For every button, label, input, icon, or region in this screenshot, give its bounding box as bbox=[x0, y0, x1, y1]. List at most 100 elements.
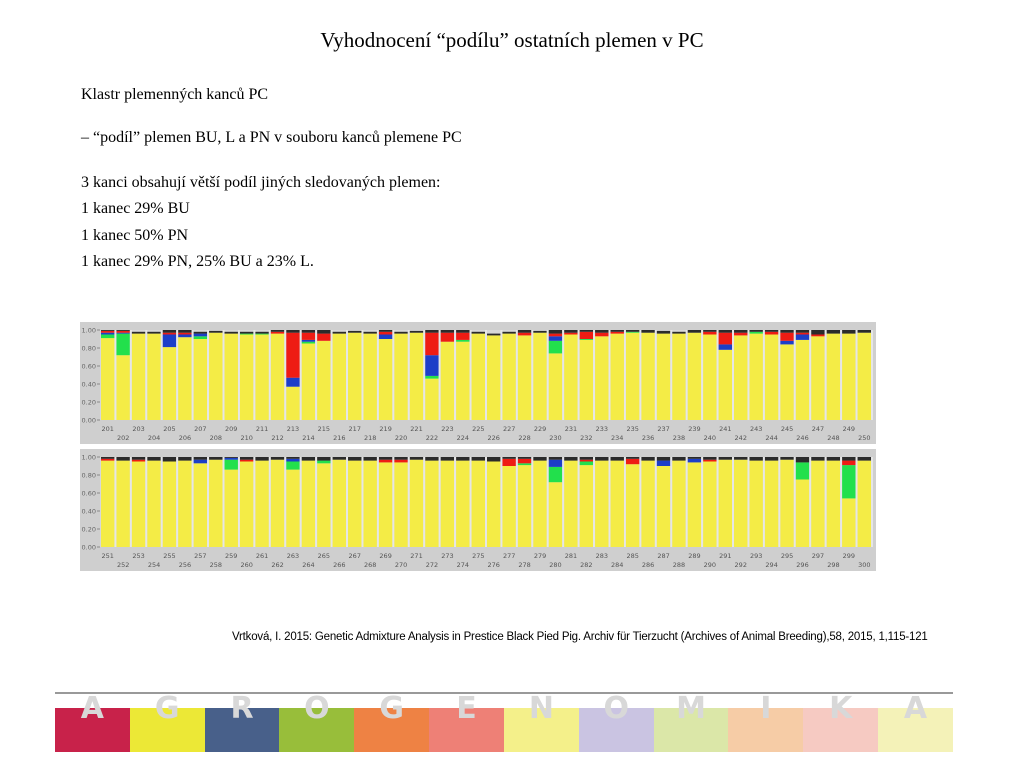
bar-gap bbox=[346, 330, 349, 420]
bar-segment-248-dark bbox=[826, 330, 841, 334]
bar-segment-240-yellow bbox=[703, 334, 717, 420]
bar-segment-244-red bbox=[764, 331, 779, 335]
banner-tile bbox=[429, 708, 504, 752]
bar-segment-259-blue bbox=[224, 457, 238, 460]
bar-gap bbox=[145, 330, 148, 420]
bar-gap bbox=[855, 457, 858, 547]
bar-segment-268-yellow bbox=[363, 460, 377, 547]
bar-segment-246-blue bbox=[795, 334, 810, 340]
bar-gap bbox=[531, 457, 534, 547]
bar-segment-216-yellow bbox=[332, 333, 347, 420]
bar-segment-289-dark bbox=[687, 457, 702, 459]
bar-gap bbox=[623, 330, 626, 420]
bar-gap bbox=[222, 457, 225, 547]
bar-segment-294-dark bbox=[764, 457, 779, 461]
x-tick-label: 300 bbox=[858, 561, 870, 569]
bar-segment-203-yellow bbox=[131, 333, 146, 420]
bar-gap bbox=[330, 457, 333, 547]
bar-segment-217-dark bbox=[348, 330, 362, 333]
bar-segment-253-dark bbox=[131, 457, 146, 460]
bar-segment-221-dark bbox=[409, 330, 424, 333]
bar-segment-224-red bbox=[456, 332, 470, 340]
x-tick-label: 211 bbox=[256, 425, 268, 433]
bar-segment-242-yellow bbox=[734, 335, 748, 420]
x-tick-label: 272 bbox=[426, 561, 438, 569]
bar-segment-274-yellow bbox=[456, 460, 470, 547]
bar-segment-264-yellow bbox=[301, 460, 316, 547]
x-tick-label: 255 bbox=[163, 552, 175, 560]
bar-segment-219-yellow bbox=[378, 339, 393, 420]
bar-segment-242-dark bbox=[734, 330, 748, 333]
bar-segment-241-blue bbox=[718, 344, 733, 350]
bar-segment-298-dark bbox=[826, 457, 841, 461]
x-tick-label: 230 bbox=[549, 434, 561, 442]
bar-gap bbox=[114, 330, 117, 420]
bar-segment-231-dark bbox=[564, 330, 578, 333]
admixture-chart-top: 0.00 0.20 0.40 0.60 0.80 1.00 201 202 203 204 205 2… bbox=[80, 322, 876, 444]
bar-segment-300-yellow bbox=[857, 460, 871, 547]
bar-gap bbox=[654, 330, 657, 420]
x-tick-label: 266 bbox=[333, 561, 345, 569]
bar-gap bbox=[237, 330, 240, 420]
bar-gap bbox=[392, 330, 395, 420]
bar-segment-291-dark bbox=[718, 457, 733, 460]
x-tick-label: 235 bbox=[626, 425, 638, 433]
x-tick-label: 271 bbox=[410, 552, 422, 560]
bar-gap bbox=[361, 457, 364, 547]
bar-gap bbox=[346, 457, 349, 547]
x-tick-label: 292 bbox=[735, 561, 747, 569]
x-tick-label: 241 bbox=[719, 425, 731, 433]
x-tick-label: 206 bbox=[179, 434, 191, 442]
bar-segment-233-red bbox=[595, 332, 609, 337]
bar-gap bbox=[500, 330, 503, 420]
bar-segment-224-green bbox=[456, 339, 470, 342]
bar-segment-256-yellow bbox=[178, 460, 192, 547]
x-tick-label: 217 bbox=[349, 425, 361, 433]
x-tick-label: 219 bbox=[379, 425, 391, 433]
x-tick-label: 216 bbox=[333, 434, 345, 442]
bar-segment-289-yellow bbox=[687, 462, 702, 547]
x-tick-label: 296 bbox=[796, 561, 808, 569]
bar-segment-222-red bbox=[425, 332, 439, 356]
bar-segment-230-blue bbox=[548, 336, 563, 341]
bar-segment-265-yellow bbox=[317, 463, 331, 547]
x-tick-label: 244 bbox=[765, 434, 777, 442]
banner-color-strip bbox=[55, 708, 953, 752]
bar-segment-287-dark bbox=[656, 457, 671, 461]
bar-segment-243-green bbox=[749, 331, 763, 334]
x-tick-label: 214 bbox=[302, 434, 314, 442]
bar-segment-224-dark bbox=[456, 330, 470, 333]
bar-segment-285-dark bbox=[625, 457, 640, 459]
bar-gap bbox=[716, 330, 719, 420]
bar-segment-292-dark bbox=[734, 457, 748, 460]
bar-gap bbox=[485, 330, 487, 420]
bar-segment-209-yellow bbox=[224, 333, 238, 420]
bar-segment-202-yellow bbox=[116, 355, 130, 420]
x-tick-label: 267 bbox=[349, 552, 361, 560]
x-tick-label: 231 bbox=[565, 425, 577, 433]
x-tick-label: 251 bbox=[102, 552, 114, 560]
bar-segment-202-dark bbox=[116, 330, 130, 331]
bar-segment-241-red bbox=[718, 332, 733, 345]
bar-segment-223-red bbox=[440, 332, 455, 342]
bar-segment-259-green bbox=[224, 459, 238, 470]
bar-gap bbox=[701, 457, 704, 547]
x-tick-label: 270 bbox=[395, 561, 407, 569]
bar-segment-241-yellow bbox=[718, 349, 733, 420]
bar-gap bbox=[732, 330, 735, 420]
y-tick-label: 1.00 bbox=[82, 327, 96, 335]
y-tick-label: 0.00 bbox=[82, 544, 96, 552]
x-tick-label: 256 bbox=[179, 561, 191, 569]
bar-segment-282-green bbox=[579, 461, 594, 466]
bar-segment-292-yellow bbox=[734, 459, 748, 547]
x-tick-label: 254 bbox=[148, 561, 160, 569]
bar-gap bbox=[469, 457, 472, 547]
bar-segment-234-dark bbox=[610, 330, 624, 332]
bar-gap bbox=[176, 457, 179, 547]
bar-segment-282-red bbox=[579, 459, 594, 462]
bar-segment-250-yellow bbox=[857, 332, 871, 420]
bar-segment-245-yellow bbox=[780, 344, 794, 420]
x-tick-label: 258 bbox=[210, 561, 222, 569]
bar-segment-280-green bbox=[548, 466, 563, 483]
banner-tile bbox=[55, 708, 130, 752]
